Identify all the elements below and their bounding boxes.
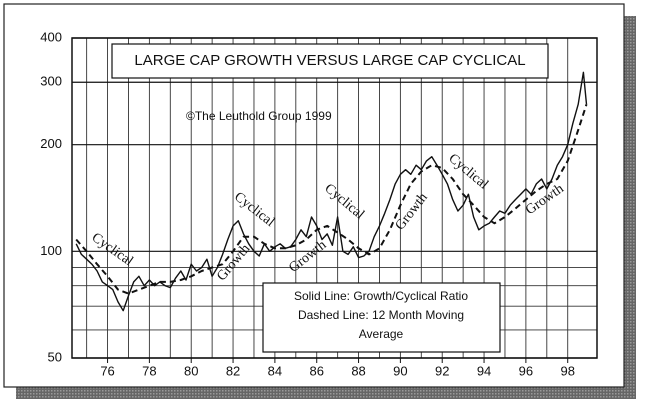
x-tick-label: 90 <box>393 363 407 378</box>
x-tick-label: 78 <box>142 363 156 378</box>
x-tick-label: 80 <box>184 363 198 378</box>
data-line <box>75 103 588 295</box>
title-box <box>111 43 549 79</box>
x-tick-label: 92 <box>435 363 449 378</box>
plot-area <box>72 37 597 359</box>
y-tick-label: 100 <box>40 243 62 258</box>
y-tick-label: 400 <box>40 29 62 44</box>
x-tick-label: 88 <box>351 363 365 378</box>
y-tick-label: 50 <box>48 349 62 364</box>
y-tick-label: 300 <box>40 74 62 89</box>
x-tick-label: 96 <box>519 363 533 378</box>
x-tick-label: 82 <box>226 363 240 378</box>
legend-box <box>262 282 501 353</box>
x-tick-label: 76 <box>100 363 114 378</box>
legend-text: Average <box>359 327 404 341</box>
data-line <box>75 71 588 312</box>
x-tick-label: 98 <box>560 363 574 378</box>
chart-title: LARGE CAP GROWTH VERSUS LARGE CAP CYCLIC… <box>134 52 525 69</box>
legend-text: Dashed Line: 12 Month Moving <box>298 308 464 322</box>
plot-border <box>71 37 598 359</box>
x-tick-label: 84 <box>268 363 282 378</box>
y-tick-label: 200 <box>40 136 62 151</box>
subtitle: ©The Leuthold Group 1999 <box>186 109 332 123</box>
x-tick-label: 94 <box>477 363 491 378</box>
x-tick-label: 86 <box>309 363 323 378</box>
legend-text: Solid Line: Growth/Cyclical Ratio <box>294 289 468 303</box>
